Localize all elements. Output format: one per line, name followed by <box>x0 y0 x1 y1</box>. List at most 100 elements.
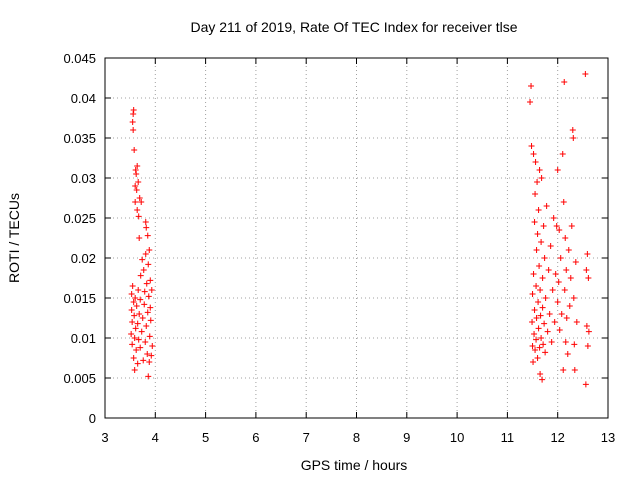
data-point <box>536 344 543 351</box>
data-point <box>131 335 138 341</box>
data-point <box>531 219 538 225</box>
data-point <box>570 135 577 141</box>
data-point <box>539 376 546 383</box>
data-point <box>534 231 541 237</box>
data-point <box>556 327 563 333</box>
data-point <box>561 79 568 85</box>
data-point <box>537 287 544 293</box>
data-point <box>558 311 565 317</box>
data-point <box>138 199 145 205</box>
y-axis-label: ROTI / TECUs <box>6 193 22 283</box>
data-point <box>530 359 537 365</box>
data-point <box>141 288 148 295</box>
data-point <box>144 351 151 357</box>
data-point <box>531 307 538 313</box>
data-point <box>528 143 535 149</box>
y-tick-label: 0.03 <box>71 171 96 186</box>
data-point <box>133 303 140 309</box>
data-point <box>532 159 539 165</box>
x-tick-label: 4 <box>152 430 159 445</box>
y-tick-label: 0.005 <box>63 371 96 386</box>
data-point <box>134 163 141 169</box>
data-point <box>134 360 141 367</box>
data-point <box>538 335 545 341</box>
data-point <box>533 315 540 321</box>
data-point <box>563 315 570 321</box>
data-point <box>143 323 150 329</box>
data-point <box>129 341 136 348</box>
data-point <box>564 351 571 357</box>
data-point <box>535 299 542 305</box>
x-tick-label: 8 <box>353 430 360 445</box>
data-point <box>569 127 576 133</box>
data-point <box>139 315 146 321</box>
data-point <box>135 287 142 293</box>
data-point <box>529 319 536 325</box>
data-point <box>128 331 135 337</box>
data-point <box>133 171 140 177</box>
data-point <box>148 287 155 293</box>
data-point <box>542 349 549 356</box>
data-point <box>131 312 138 319</box>
data-point <box>537 312 544 319</box>
data-point <box>132 325 139 332</box>
data-point <box>131 147 138 153</box>
data-point <box>541 320 548 327</box>
data-point <box>572 259 579 265</box>
data-point <box>539 275 546 281</box>
x-tick-label: 10 <box>450 430 464 445</box>
axis-ticks <box>104 57 609 419</box>
data-point <box>531 331 538 337</box>
data-point <box>140 267 147 273</box>
data-point <box>533 247 540 253</box>
y-tick-label: 0.02 <box>71 251 96 266</box>
data-point <box>554 167 561 173</box>
data-point <box>137 296 144 303</box>
data-point <box>539 304 546 311</box>
data-point <box>543 203 550 209</box>
data-point <box>560 199 567 205</box>
chart-title: Day 211 of 2019, Rate Of TEC Index for r… <box>190 19 517 35</box>
data-point <box>144 232 151 239</box>
data-point <box>135 179 142 185</box>
data-point <box>566 303 573 309</box>
data-point <box>147 317 154 324</box>
y-tick-label: 0.045 <box>63 51 96 66</box>
data-point <box>534 179 541 185</box>
x-tick-label: 7 <box>303 430 310 445</box>
data-point <box>135 213 142 220</box>
data-point <box>135 336 142 343</box>
data-point <box>137 272 144 279</box>
data-point <box>142 339 149 345</box>
data-point <box>146 247 153 253</box>
data-point <box>139 256 146 263</box>
data-point <box>582 71 589 77</box>
data-point <box>130 107 137 113</box>
data-point <box>540 341 547 348</box>
x-tick-label: 11 <box>501 430 515 445</box>
data-point <box>538 175 545 181</box>
data-point <box>571 367 578 373</box>
data-point <box>553 223 560 229</box>
y-tick-label: 0 <box>89 411 96 426</box>
x-tick-label: 9 <box>403 430 410 445</box>
data-point <box>548 339 555 345</box>
data-point <box>530 151 537 157</box>
data-point <box>546 311 553 317</box>
data-point <box>544 328 551 335</box>
data-point <box>527 99 534 105</box>
x-tick-label: 3 <box>101 430 108 445</box>
data-point <box>131 367 138 373</box>
data-point <box>538 239 545 245</box>
data-point <box>541 255 548 261</box>
data-point <box>130 299 137 305</box>
data-point <box>565 247 572 253</box>
data-point <box>136 311 143 317</box>
data-point <box>551 319 558 325</box>
data-point <box>129 319 136 325</box>
data-point <box>140 357 147 364</box>
data-point <box>537 371 544 377</box>
data-point <box>583 323 590 329</box>
data-point <box>145 261 152 268</box>
